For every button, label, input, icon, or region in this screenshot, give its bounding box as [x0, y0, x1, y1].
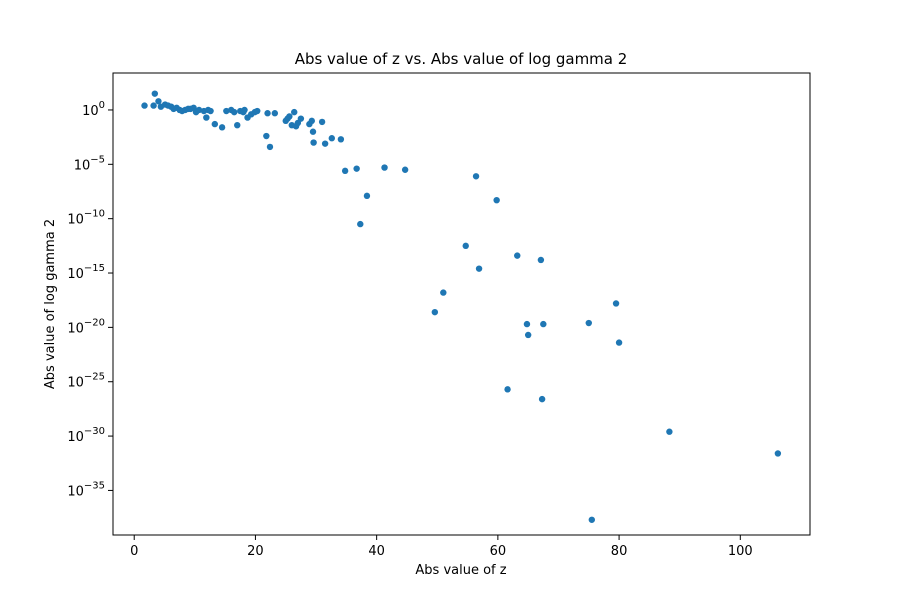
data-point [523, 320, 531, 328]
data-point [524, 331, 532, 339]
data-point [318, 118, 326, 126]
data-point [381, 164, 388, 171]
data-point [493, 196, 500, 204]
data-point [615, 339, 623, 346]
y-tick-label: 100 [82, 100, 105, 119]
plot-frame [112, 72, 811, 536]
data-point [218, 124, 226, 131]
data-point [401, 166, 409, 173]
data-point [271, 110, 279, 117]
data-point [440, 289, 447, 296]
data-point [234, 121, 241, 129]
x-axis-label: Abs value of z [415, 563, 506, 578]
data-point [431, 308, 439, 316]
data-point [241, 106, 248, 114]
data-point [357, 220, 364, 228]
data-point [475, 265, 483, 272]
y-tick-label: 10−5 [74, 154, 105, 173]
data-point [612, 300, 620, 307]
data-point [504, 386, 511, 393]
x-tick-label: 60 [490, 544, 507, 559]
data-point [321, 140, 329, 147]
data-point [150, 102, 157, 109]
data-point [337, 136, 345, 143]
data-point [211, 120, 219, 128]
data-point [309, 128, 317, 135]
data-point [363, 192, 371, 200]
data-point [254, 107, 261, 115]
data-point [297, 115, 305, 122]
y-tick-label: 10−25 [67, 372, 105, 391]
data-point [514, 252, 521, 259]
y-tick-label: 10−35 [67, 480, 105, 499]
data-point [264, 110, 271, 117]
y-tick-label: 10−15 [67, 263, 105, 282]
x-tick-label: 80 [611, 544, 628, 559]
data-point [223, 107, 230, 115]
data-point [203, 114, 210, 121]
data-point [231, 108, 238, 116]
data-point [538, 395, 546, 403]
x-tick-label: 40 [368, 544, 385, 559]
data-point [537, 256, 545, 264]
data-point [666, 428, 673, 435]
data-point [266, 143, 274, 151]
data-point [155, 98, 162, 105]
data-point [462, 242, 469, 250]
x-tick-label: 20 [247, 544, 264, 559]
data-point [207, 107, 214, 115]
data-point [141, 102, 148, 109]
data-point [291, 108, 298, 116]
data-point [195, 106, 203, 114]
y-axis-label: Abs value of log gamma 2 [43, 219, 58, 389]
data-point [263, 132, 270, 140]
x-tick-label: 0 [130, 544, 138, 559]
y-tick-label: 10−30 [67, 426, 105, 445]
y-tick-label: 10−20 [67, 317, 105, 336]
chart-title: Abs value of z vs. Abs value of log gamm… [295, 50, 628, 68]
data-point [286, 113, 293, 120]
data-point [151, 90, 159, 97]
data-point [310, 139, 317, 146]
data-point [341, 167, 349, 175]
data-point [308, 117, 315, 125]
x-tick-label: 100 [728, 544, 753, 559]
data-point [353, 165, 360, 172]
data-point [472, 173, 480, 180]
data-point [774, 450, 782, 457]
data-point [588, 516, 596, 523]
data-point [540, 320, 547, 328]
y-tick-label: 10−10 [67, 209, 105, 228]
data-point [585, 319, 592, 327]
data-point [328, 135, 335, 142]
